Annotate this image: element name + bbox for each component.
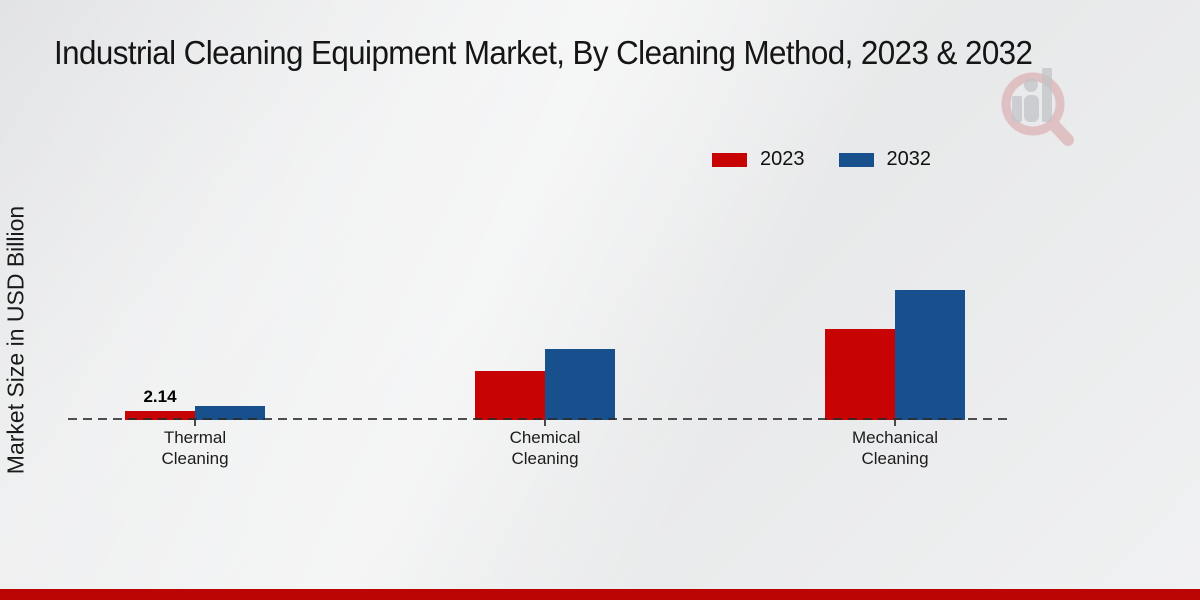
- legend: 2023 2032: [712, 148, 931, 171]
- x-axis-baseline: [68, 418, 1008, 420]
- legend-item-2032: 2032: [838, 148, 932, 171]
- x-tick-mechanical-cleaning: [894, 420, 896, 426]
- x-category-label-mechanical-cleaning: Mechanical Cleaning: [852, 428, 938, 468]
- legend-swatch-2032: [838, 152, 874, 167]
- bar-2032-mechanical-cleaning: [895, 290, 965, 420]
- bar-2023-thermal-cleaning: [125, 411, 195, 420]
- magnifier-people-bars-logo-icon: [1001, 68, 1074, 146]
- bar-value-label-2023-thermal-cleaning: 2.14: [143, 387, 177, 406]
- legend-swatch-2023: [712, 152, 747, 167]
- bar-2032-thermal-cleaning: [195, 406, 265, 420]
- x-category-label-thermal-cleaning: Thermal Cleaning: [161, 428, 229, 468]
- x-category-label-chemical-cleaning: Chemical Cleaning: [509, 428, 581, 468]
- x-tick-chemical-cleaning: [544, 420, 546, 426]
- bottom-accent-bar: [0, 589, 1200, 600]
- legend-label-2023: 2023: [760, 148, 805, 170]
- chart-title: Industrial Cleaning Equipment Market, By…: [54, 34, 1033, 71]
- bar-2032-chemical-cleaning: [545, 349, 615, 420]
- legend-label-2032: 2032: [886, 148, 932, 170]
- y-axis-label: Market Size in USD Billion: [2, 205, 29, 475]
- bar-2023-mechanical-cleaning: [825, 329, 895, 420]
- bar-2023-chemical-cleaning: [475, 371, 545, 420]
- legend-item-2023: 2023: [712, 148, 805, 171]
- x-tick-thermal-cleaning: [194, 420, 196, 426]
